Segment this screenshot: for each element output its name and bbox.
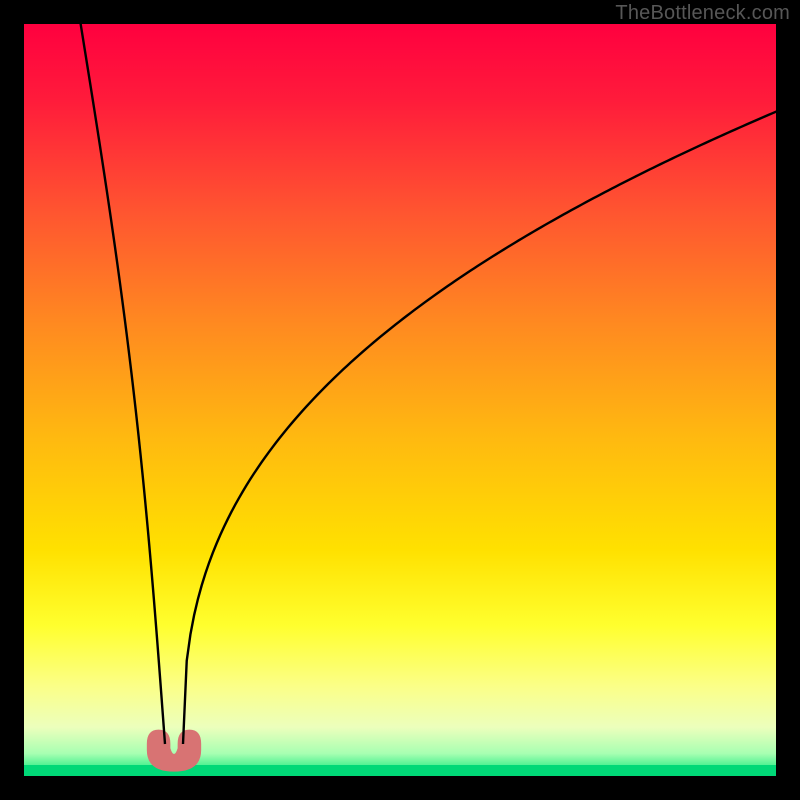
chart-container: TheBottleneck.com (0, 0, 800, 800)
plot-background (24, 24, 776, 776)
watermark-text: TheBottleneck.com (615, 2, 790, 25)
bottleneck-chart (0, 0, 800, 800)
bottom-green-band (24, 765, 776, 776)
